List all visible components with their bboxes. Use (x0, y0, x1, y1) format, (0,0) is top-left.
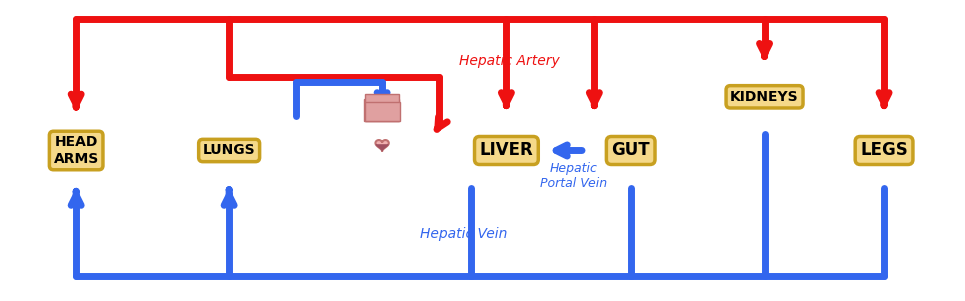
Polygon shape (365, 95, 400, 121)
Text: LEGS: LEGS (860, 141, 908, 160)
Text: KIDNEYS: KIDNEYS (731, 90, 799, 104)
Polygon shape (375, 140, 389, 151)
Text: LIVER: LIVER (480, 141, 534, 160)
Polygon shape (376, 145, 388, 151)
Text: Hepatic Vein: Hepatic Vein (420, 227, 507, 241)
Text: Hepatic Artery: Hepatic Artery (458, 54, 560, 68)
Text: LUNGS: LUNGS (203, 144, 256, 157)
Polygon shape (365, 99, 399, 121)
Text: GUT: GUT (612, 141, 650, 160)
Text: HEAD
ARMS: HEAD ARMS (53, 135, 98, 166)
Polygon shape (366, 102, 400, 121)
Text: Hepatic
Portal Vein: Hepatic Portal Vein (539, 162, 607, 190)
